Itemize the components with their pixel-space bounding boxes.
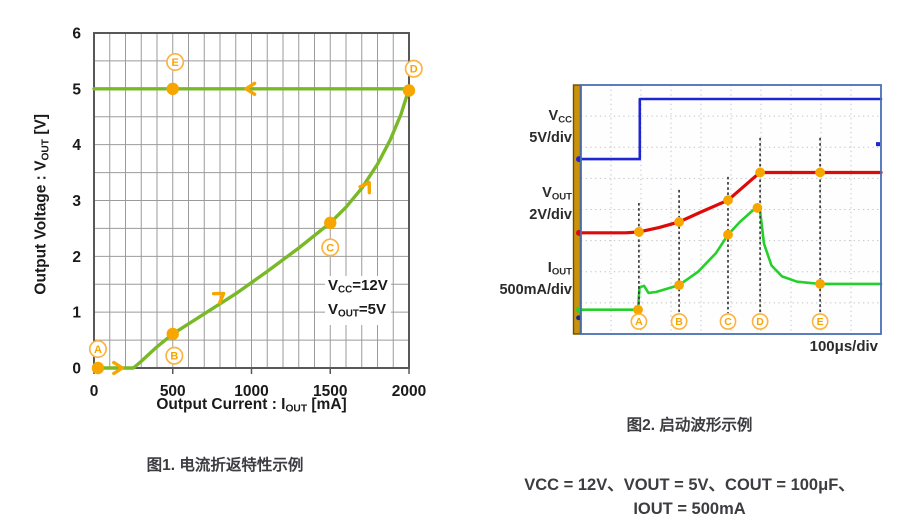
fig1-annotation: VCC=12V VOUT=5V (325, 276, 391, 325)
trace-iout (579, 206, 883, 311)
event-label-ring-C (719, 313, 737, 330)
event-dot (723, 229, 733, 240)
figure-foldback-chart: 0 500 1000 1500 2000 0 1 2 3 4 5 6 A B C D E (0, 0, 460, 450)
event-label-B: B (675, 316, 683, 328)
x-tick-label: 500 (160, 383, 186, 400)
point-dot-B (166, 327, 179, 341)
x-tick-label: 2000 (392, 383, 426, 400)
scope-left-bar (572, 84, 582, 335)
conditions-line-1: VCC = 12V、VOUT = 5V、COUT = 100μF、 (524, 476, 855, 494)
x-tick-label: 1000 (234, 383, 268, 400)
y-tick-label: 0 (72, 361, 81, 378)
x-tick-label: 1500 (313, 383, 347, 400)
fig1-x-axis-label: Output Current : IOUT [mA] (156, 396, 347, 415)
point-dot-C (324, 216, 337, 230)
point-label-B: B (170, 351, 178, 363)
direction-arrow (112, 360, 125, 376)
test-conditions: VCC = 12V、VOUT = 5V、COUT = 100μF、 IOUT =… (460, 473, 919, 521)
event-label-C: C (724, 316, 732, 328)
fig2-caption: 图2. 启动波形示例 (626, 417, 753, 434)
point-label-ring-E (166, 52, 185, 72)
point-dot-E (166, 82, 179, 96)
y-tick-label: 3 (72, 193, 81, 210)
fig1-plot-svg: 0 500 1000 1500 2000 0 1 2 3 4 5 6 A B C D E (72, 26, 426, 401)
channel-label-vcc: VCC 5V/div (529, 108, 572, 147)
scope-grid (581, 85, 881, 334)
event-label-ring-B (670, 313, 688, 330)
event-label-D: D (756, 316, 764, 328)
y-tick-label: 4 (72, 137, 81, 154)
fig1-caption: 图1. 电流折返特性示例 (146, 457, 304, 474)
channel-label-iout: IOUT 500mA/div (499, 260, 572, 299)
foldback-rise (92, 87, 411, 370)
event-dot (674, 217, 684, 227)
event-label-ring-D (751, 313, 769, 330)
y-tick-label: 6 (72, 26, 81, 43)
point-dot-D (402, 84, 416, 97)
point-label-ring-B (165, 346, 184, 365)
fig1-frame (93, 32, 410, 369)
event-label-ring-A (630, 313, 648, 330)
point-label-ring-C (321, 238, 340, 257)
point-label-C: C (326, 242, 334, 254)
event-dot (674, 280, 684, 291)
trace-vcc (579, 97, 883, 161)
event-label-ring-E (811, 313, 829, 330)
figure-startup-waveform: A B C D E (460, 80, 919, 355)
scope-frame (580, 84, 882, 335)
fig1-annotation-line2: VOUT=5V (328, 301, 386, 320)
direction-arrow (244, 81, 257, 97)
event-dot (755, 167, 765, 178)
event-dot (634, 227, 644, 237)
event-dot (633, 304, 643, 315)
fig1-y-axis-label: Output Voltage : VOUT [V] (32, 113, 52, 295)
direction-arrow (358, 180, 372, 195)
event-dot (752, 203, 763, 213)
ch4-ground-marker (576, 315, 581, 321)
trigger-mark (876, 142, 880, 147)
timebase-label: 100μs/div (809, 338, 878, 355)
point-label-D: D (410, 64, 418, 76)
y-tick-label: 2 (72, 249, 81, 266)
point-label-A: A (94, 344, 102, 356)
direction-arrow (211, 291, 226, 305)
scope-svg: A B C D E (572, 84, 883, 335)
point-label-ring-D (404, 59, 423, 78)
conditions-line-2: IOUT = 500mA (633, 500, 746, 518)
y-tick-label: 5 (72, 81, 81, 98)
point-dot-A (91, 361, 105, 375)
event-dot (815, 278, 825, 289)
point-label-ring-A (88, 339, 107, 359)
x-tick-label: 0 (90, 383, 99, 400)
channel-label-vout: VOUT 2V/div (529, 185, 572, 224)
y-tick-label: 1 (72, 305, 81, 322)
point-label-E: E (171, 57, 178, 69)
event-label-A: A (635, 316, 643, 328)
event-label-E: E (817, 316, 824, 328)
event-dot (815, 167, 825, 178)
fig1-annotation-line1: VCC=12V (328, 277, 388, 296)
event-dot (723, 195, 733, 206)
